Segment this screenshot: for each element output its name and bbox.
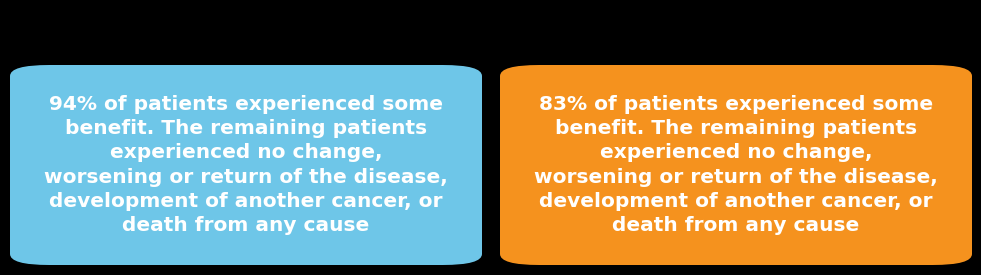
Text: 94% of patients experienced some
benefit. The remaining patients
experienced no : 94% of patients experienced some benefit… bbox=[44, 95, 448, 235]
Text: 83% of patients experienced some
benefit. The remaining patients
experienced no : 83% of patients experienced some benefit… bbox=[534, 95, 938, 235]
FancyBboxPatch shape bbox=[10, 65, 482, 265]
FancyBboxPatch shape bbox=[500, 65, 972, 265]
